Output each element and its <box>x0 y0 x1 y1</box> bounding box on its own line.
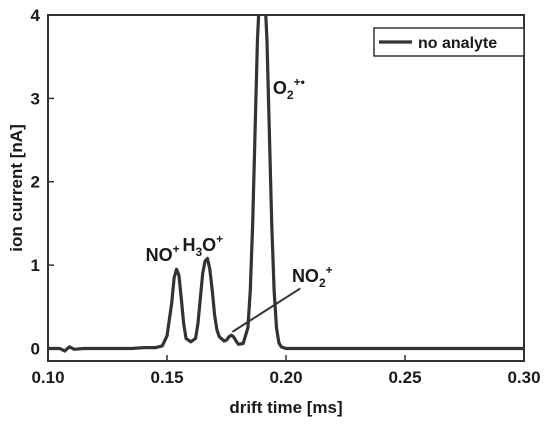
y-tick-label: 1 <box>31 256 40 275</box>
x-tick-label: 0.15 <box>150 368 183 387</box>
x-tick-label: 0.20 <box>269 368 302 387</box>
x-tick-label: 0.25 <box>388 368 421 387</box>
peak-label: NO2+ <box>292 263 333 290</box>
peak-annotations: NO+ H3O+ O2+• NO2+ <box>146 75 333 290</box>
x-axis: 0.10 0.15 0.20 0.25 0.30 <box>31 355 541 387</box>
x-axis-label: drift time [ms] <box>229 398 342 417</box>
legend: no analyte <box>373 27 525 57</box>
y-tick-label: 2 <box>31 173 40 192</box>
y-tick-label: 4 <box>31 6 41 25</box>
x-tick-label: 0.30 <box>507 368 540 387</box>
series-line-no-analyte <box>48 15 524 353</box>
legend-label: no analyte <box>418 35 497 52</box>
x-tick-label: 0.10 <box>31 368 64 387</box>
y-axis-label: ion current [nA] <box>7 124 26 252</box>
y-tick-label: 3 <box>31 89 40 108</box>
plot-frame <box>47 14 525 362</box>
y-axis: 0 1 2 3 4 <box>31 6 54 358</box>
y-tick-label: 0 <box>31 339 40 358</box>
annotation-pointer-line <box>231 287 301 333</box>
peak-label: H3O+ <box>182 232 223 259</box>
peak-label: NO+ <box>146 242 180 265</box>
peak-label: O2+• <box>273 75 305 102</box>
